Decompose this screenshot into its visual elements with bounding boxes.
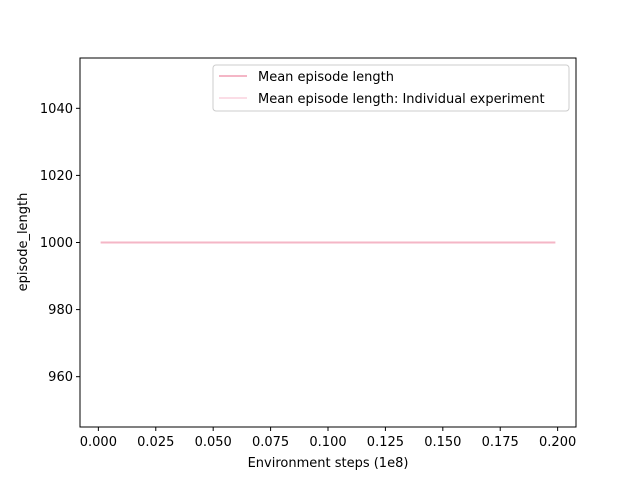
x-tick-label: 0.125 — [367, 435, 404, 450]
y-axis-ticks: 960 980 1000 1020 1040 — [40, 102, 80, 385]
y-tick-label: 1020 — [40, 169, 73, 184]
legend: Mean episode length Mean episode length: … — [212, 64, 570, 112]
x-tick-label: 0.150 — [424, 435, 461, 450]
x-tick-label: 0.200 — [539, 435, 576, 450]
legend-frame — [212, 64, 570, 112]
x-axis-label: Environment steps (1e8) — [248, 456, 409, 471]
legend-label-1: Mean episode length: Individual experime… — [258, 92, 545, 107]
x-tick-label: 0.075 — [252, 435, 289, 450]
x-tick-label: 0.050 — [195, 435, 232, 450]
y-tick-label: 960 — [48, 370, 73, 385]
y-tick-label: 1000 — [40, 236, 73, 251]
x-tick-label: 0.100 — [309, 435, 346, 450]
x-tick-label: 0.000 — [80, 435, 117, 450]
legend-label-0: Mean episode length — [258, 70, 394, 85]
y-tick-label: 980 — [48, 303, 73, 318]
x-axis-ticks: 0.000 0.025 0.050 0.075 0.100 0.125 0.150 0.175… — [80, 427, 576, 450]
x-tick-label: 0.175 — [482, 435, 519, 450]
x-tick-label: 0.025 — [137, 435, 174, 450]
y-tick-label: 1040 — [40, 102, 73, 117]
y-axis-label: episode_length — [16, 193, 31, 292]
